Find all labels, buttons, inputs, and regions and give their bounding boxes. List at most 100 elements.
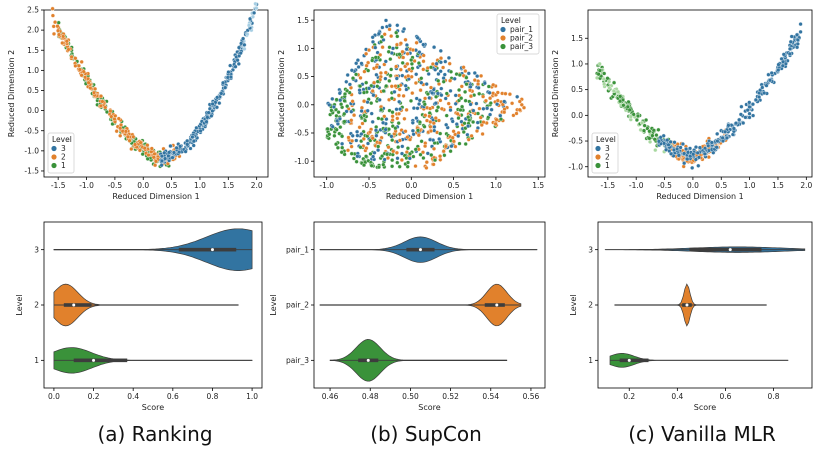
b-scatter-point: [377, 140, 382, 145]
b-scatter-point: [381, 162, 386, 167]
c-scatter-point: [737, 117, 742, 122]
b-scatter-point: [400, 73, 405, 78]
c-scatter-xtick-label: -1.5: [601, 181, 616, 190]
c-scatter-point: [664, 147, 669, 152]
b-scatter-point: [511, 113, 516, 118]
b-scatter-point: [488, 101, 493, 106]
c-scatter-point: [787, 51, 792, 56]
b-scatter-point: [349, 144, 354, 149]
a-scatter-point: [91, 90, 97, 95]
c-scatter-point: [747, 104, 752, 110]
caption-c: (c) Vanilla MLR: [628, 422, 776, 446]
b-scatter-point: [352, 113, 357, 118]
c-scatter-point: [693, 145, 699, 150]
b-scatter-point: [468, 102, 473, 107]
b-scatter-point: [415, 128, 421, 133]
c-scatter-point: [781, 52, 786, 57]
b-scatter-point: [376, 31, 381, 36]
c-scatter-point: [690, 165, 695, 170]
b-scatter-point: [443, 96, 448, 101]
a-scatter-point: [145, 143, 150, 148]
b-scatter-point: [419, 80, 424, 85]
b-scatter-legend-title: Level: [501, 16, 521, 25]
a-scatter-point: [241, 36, 246, 41]
b-scatter-point: [397, 87, 402, 92]
b-scatter-point: [361, 163, 367, 168]
b-scatter-point: [456, 133, 461, 139]
b-scatter-xtick-label: 1.0: [490, 181, 502, 190]
c-scatter-point: [696, 155, 702, 160]
b-scatter-point: [399, 157, 404, 163]
b-scatter-point: [468, 94, 474, 99]
b-scatter-point: [355, 154, 360, 159]
a-scatter-point: [50, 13, 55, 18]
b-scatter-point: [349, 151, 354, 156]
b-scatter-point: [428, 85, 434, 90]
c-scatter-point: [798, 29, 803, 34]
c-scatter-legend-label: 3: [605, 144, 610, 153]
c-scatter-point: [688, 154, 693, 159]
b-scatter-legend-marker: [500, 43, 506, 50]
b-scatter-point: [364, 146, 369, 151]
b-scatter-point: [385, 155, 391, 161]
b-scatter-point: [466, 71, 471, 76]
b-scatter-point: [464, 82, 469, 87]
b-scatter-point: [373, 55, 378, 60]
a-scatter-point: [221, 80, 226, 85]
b-scatter-point: [414, 96, 419, 101]
b-scatter-point: [349, 68, 354, 73]
b-scatter-point: [488, 112, 493, 117]
c-scatter-point: [656, 127, 661, 132]
c-scatter-point: [678, 145, 683, 150]
a-scatter-legend-title: Level: [52, 135, 72, 144]
b-scatter-point: [357, 125, 362, 130]
a-scatter-ytick-label: 2.0: [27, 26, 39, 35]
b-scatter-point: [463, 126, 468, 131]
c-scatter-point: [611, 88, 616, 94]
b-scatter-point: [338, 125, 343, 130]
c-scatter-ytick-label: 1.5: [571, 34, 583, 43]
b-scatter-point: [498, 113, 503, 118]
c-scatter-point: [743, 115, 748, 120]
c-scatter-point: [696, 163, 701, 168]
a-scatter-point: [56, 32, 62, 37]
b-scatter-point: [364, 63, 369, 68]
b-scatter-point: [475, 111, 481, 116]
c-scatter-point: [597, 68, 602, 73]
b-scatter-point: [452, 76, 457, 81]
b-scatter-point: [427, 114, 432, 119]
a-scatter-point: [170, 155, 175, 160]
c-scatter-point: [685, 150, 691, 155]
a-violin-median-dot: [72, 303, 76, 307]
b-scatter-point: [441, 79, 446, 84]
a-scatter-point: [210, 101, 215, 107]
c-scatter-point: [745, 108, 750, 113]
a-scatter-ytick-label: -1.5: [24, 167, 39, 176]
c-scatter-point: [789, 34, 794, 39]
a-scatter-point: [174, 145, 179, 150]
b-scatter-point: [361, 136, 366, 141]
a-scatter-xtick-label: 2.0: [251, 181, 263, 190]
b-scatter-point: [379, 34, 384, 39]
c-scatter-point: [616, 89, 621, 94]
a-scatter-point: [93, 86, 98, 91]
b-scatter-point: [390, 46, 396, 51]
b-scatter-point: [438, 154, 443, 159]
a-scatter-point: [167, 150, 172, 155]
a-scatter-point: [188, 146, 193, 151]
b-scatter-point: [438, 69, 443, 74]
c-scatter-point: [747, 111, 752, 116]
b-scatter-point: [448, 108, 453, 113]
a-scatter-point: [163, 156, 168, 161]
b-scatter-point: [350, 99, 355, 104]
b-scatter-point: [345, 72, 350, 78]
b-scatter-point: [448, 88, 453, 93]
c-scatter-point: [769, 70, 774, 76]
b-scatter-point: [345, 88, 350, 93]
a-scatter-xtick-label: 0.0: [137, 181, 149, 190]
a-violin-ylabel: Level: [15, 294, 24, 315]
b-scatter-point: [436, 78, 441, 83]
b-scatter-point: [397, 164, 402, 169]
b-scatter-point: [394, 30, 399, 35]
b-scatter-point: [370, 136, 375, 141]
